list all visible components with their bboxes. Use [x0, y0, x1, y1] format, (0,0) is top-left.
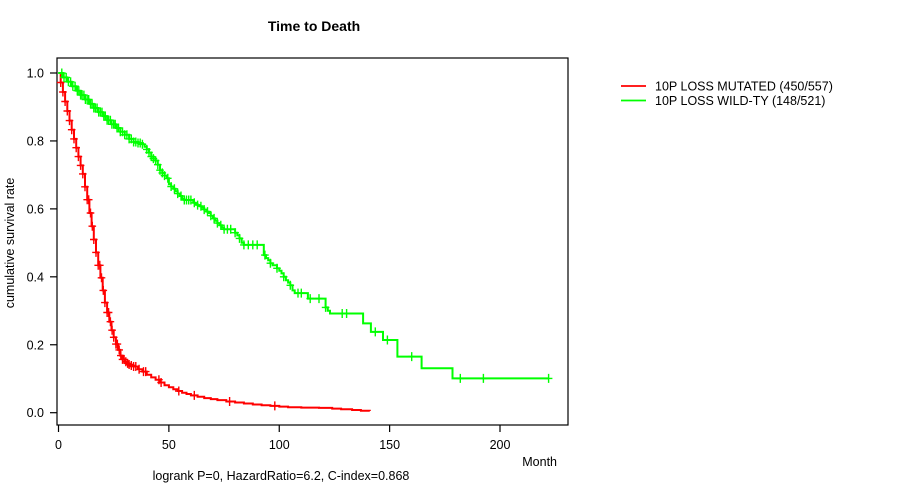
x-tick-label: 150	[379, 438, 400, 452]
survival-curve-mutated	[58, 72, 371, 412]
caption-statistics: logrank P=0, HazardRatio=6.2, C-index=0.…	[153, 469, 410, 483]
x-tick-label: 200	[490, 438, 511, 452]
axes: 0 50 100 150 200 0.0 0.2 0.4 0.6 0.8 1.0	[27, 67, 511, 453]
legend-label-wildtype: 10P LOSS WILD-TY (148/521)	[655, 94, 825, 108]
survival-curve-wildtype	[58, 72, 549, 380]
y-tick-label: 0.2	[27, 338, 44, 352]
y-tick-label: 0.0	[27, 406, 44, 420]
censor-marks-wildtype	[58, 68, 553, 383]
y-axis-label: cumulative survival rate	[3, 178, 17, 309]
x-tick-label: 0	[55, 438, 62, 452]
legend: 10P LOSS MUTATED (450/557) 10P LOSS WILD…	[621, 80, 833, 108]
y-tick-label: 0.6	[27, 202, 44, 216]
y-tick-label: 0.4	[27, 270, 44, 284]
chart-title: Time to Death	[268, 18, 360, 34]
y-tick-label: 1.0	[27, 67, 44, 81]
plot-area	[56, 57, 569, 426]
censor-marks-mutated	[56, 78, 279, 411]
x-tick-label: 50	[162, 438, 176, 452]
y-tick-label: 0.8	[27, 134, 44, 148]
x-axis-label: Month	[522, 455, 557, 469]
curves	[56, 68, 553, 412]
legend-label-mutated: 10P LOSS MUTATED (450/557)	[655, 80, 833, 94]
x-tick-label: 100	[269, 438, 290, 452]
